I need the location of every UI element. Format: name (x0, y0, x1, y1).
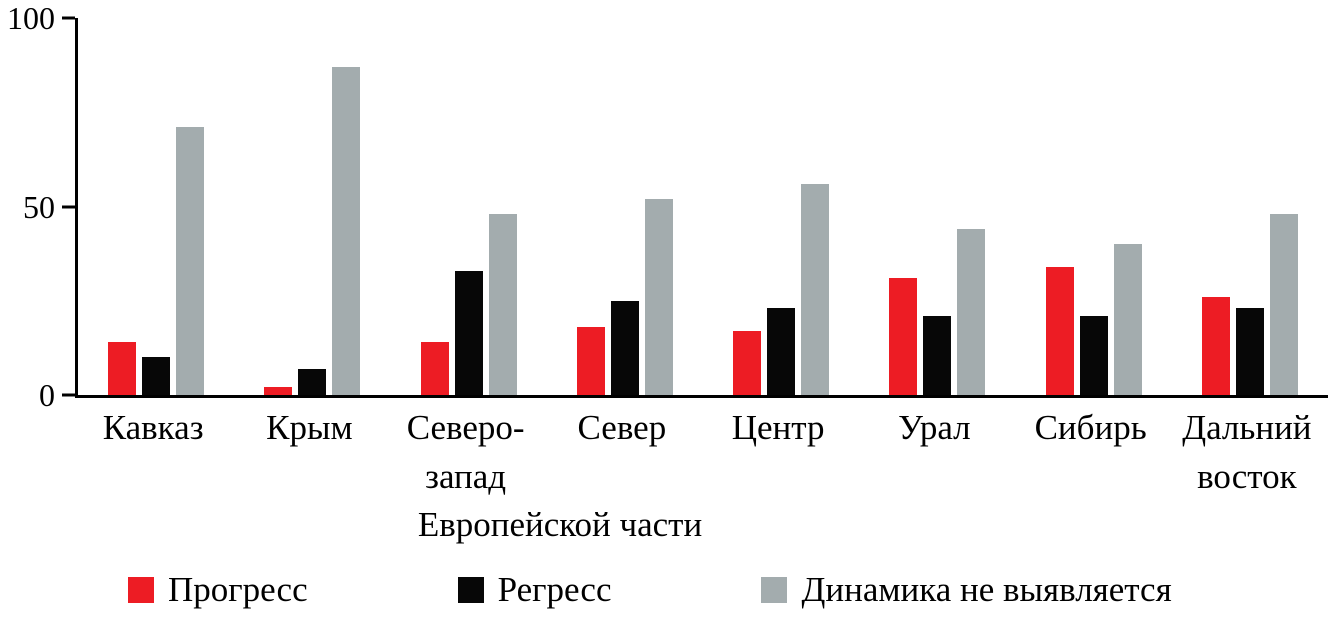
bar-regress (610, 300, 639, 395)
x-axis-label: Центр (731, 408, 825, 447)
bar-group (264, 18, 361, 395)
bar-regress (298, 368, 327, 395)
bar-no-dynamics (332, 67, 361, 395)
x-axis-label: Крым (266, 408, 353, 447)
bar-group (1201, 18, 1298, 395)
bar-regress (1235, 308, 1264, 395)
x-axis-label: Северо-запад (406, 408, 525, 496)
bar-regress (454, 270, 483, 395)
x-axis-labels: Кавказ Крым Северо-запад Север Центр Урал Сиби… (75, 403, 1325, 501)
bar-progress (1201, 296, 1230, 395)
bar-regress (923, 315, 952, 395)
legend-item: Регресс (457, 570, 612, 610)
axis-note: Европейской части (417, 505, 703, 544)
bar-group (108, 18, 205, 395)
bar-progress (264, 387, 293, 395)
y-axis: 0 50 100 (0, 2, 75, 411)
bar-regress (1079, 315, 1108, 395)
legend-swatch-no-dynamics (761, 577, 788, 603)
y-axis-label: 100 (7, 0, 55, 36)
bar-progress (889, 278, 918, 395)
bar-progress (1045, 266, 1074, 395)
legend-label: Регресс (497, 570, 612, 609)
bar-no-dynamics (1113, 244, 1142, 395)
bar-group (420, 18, 517, 395)
plot-area (75, 18, 1328, 398)
bar-no-dynamics (801, 183, 830, 395)
bar-group (889, 18, 986, 395)
y-axis-label: 0 (39, 377, 55, 413)
y-tick (62, 393, 75, 397)
bar-no-dynamics (176, 127, 205, 395)
legend-swatch-progress (128, 577, 154, 603)
x-axis-label: Сибирь (1034, 408, 1147, 447)
bar-regress (767, 308, 796, 395)
legend-swatch-regress (457, 577, 484, 603)
x-axis-label: Дальний восток (1182, 408, 1312, 496)
x-axis-label: Урал (898, 408, 971, 447)
bar-progress (420, 342, 449, 395)
legend: Прогресс Регресс Динамика не выявляется (128, 570, 1172, 610)
legend-label: Динамика не выявляется (801, 570, 1172, 609)
y-tick (62, 205, 75, 208)
bar-progress (733, 330, 762, 395)
x-axis-label: Север (577, 408, 667, 447)
x-axis-label: Кавказ (102, 408, 204, 447)
bar-regress (142, 357, 171, 395)
legend-item: Прогресс (128, 570, 308, 610)
legend-item: Динамика не выявляется (761, 570, 1172, 610)
y-tick (62, 16, 75, 20)
bar-no-dynamics (488, 214, 517, 395)
y-axis-label: 50 (23, 188, 55, 225)
bar-group (576, 18, 673, 395)
bar-no-dynamics (644, 198, 673, 395)
bar-no-dynamics (1269, 214, 1298, 395)
bar-group (733, 18, 830, 395)
bar-progress (576, 327, 605, 395)
bar-progress (108, 342, 137, 395)
bar-group (1045, 18, 1142, 395)
legend-label: Прогресс (168, 570, 308, 609)
bar-no-dynamics (957, 229, 986, 395)
